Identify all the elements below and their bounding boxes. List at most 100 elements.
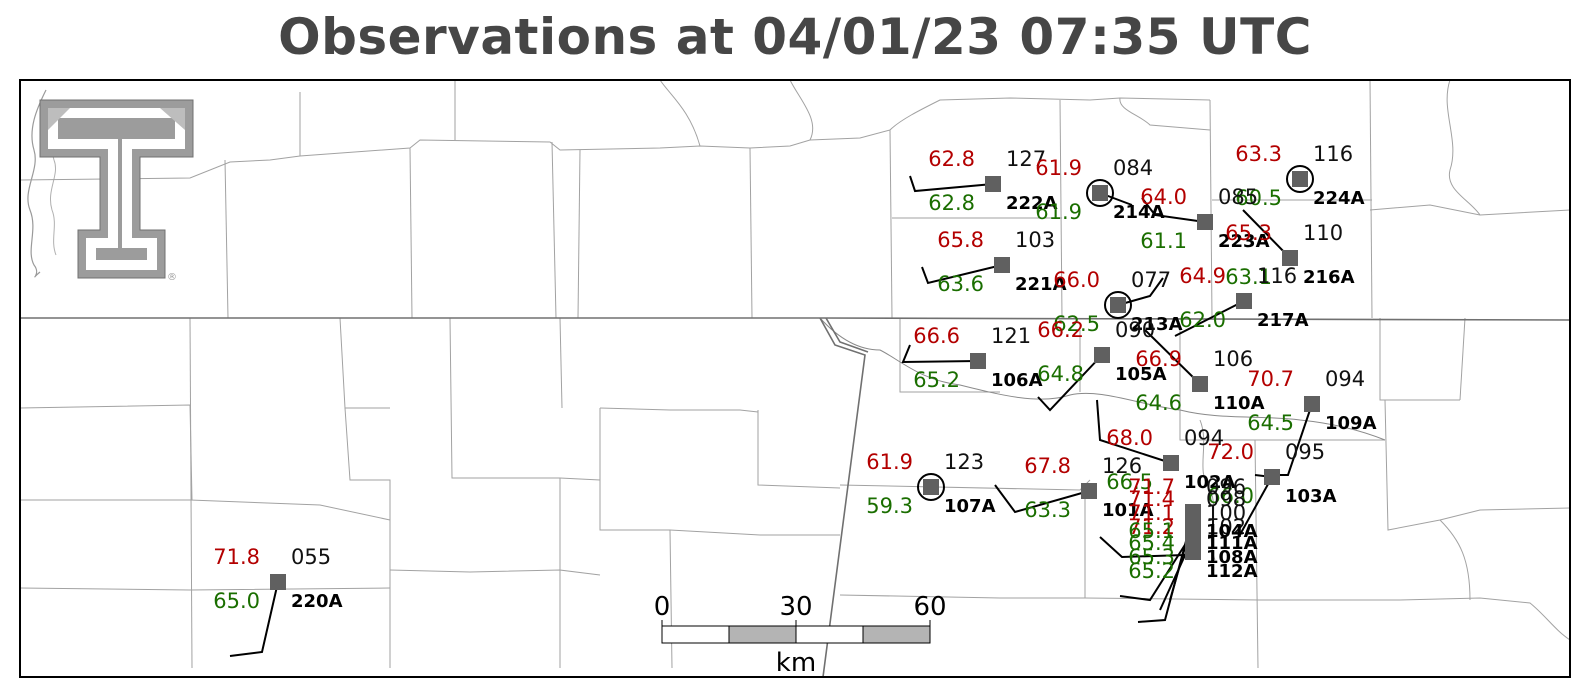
station-id: 110A [1213, 393, 1265, 414]
pressure-value: 096 [1206, 475, 1246, 499]
station-marker [1304, 396, 1320, 412]
station-marker [1163, 455, 1179, 471]
station-105A: 66.2 64.8 090 105A [1037, 318, 1166, 386]
station-106A: 66.6 65.2 121 106A [913, 324, 1042, 392]
temperature-value: 66.6 [913, 324, 960, 348]
station-plots: 62.862.8127222A61.961.9084214A63.360.511… [213, 142, 1376, 613]
station-109A: 70.7 64.5 094 109A [1247, 367, 1376, 435]
dewpoint-value: 65.1 [1128, 519, 1175, 543]
scale-unit: km [776, 648, 816, 678]
dewpoint-value: 65.4 [1128, 531, 1175, 555]
station-marker [1236, 293, 1252, 309]
station-222A: 62.8 62.8 127 222A [928, 147, 1057, 215]
state-boundaries [20, 317, 1570, 677]
temperature-value: 63.3 [1235, 142, 1282, 166]
station-marker [923, 479, 939, 495]
calm-wind-circle [1104, 291, 1132, 319]
temperature-value: 66.9 [1135, 347, 1182, 371]
station-id: 106A [991, 370, 1043, 391]
dewpoint-value: 66.5 [1106, 470, 1153, 494]
station-104A: 71.7 65.1 096 104A [1128, 475, 1257, 543]
station-marker [1092, 185, 1108, 201]
pressure-value: 085 [1218, 185, 1258, 209]
temperature-value: 62.8 [928, 147, 975, 171]
temperature-value: 68.0 [1106, 426, 1153, 450]
station-id: 222A [1006, 193, 1058, 214]
pressure-value: 126 [1102, 454, 1142, 478]
station-111A: 71.4 65.4 098 111A [1128, 487, 1257, 555]
station-marker [1185, 544, 1201, 560]
station-214A: 61.9 61.9 084 214A [1035, 156, 1164, 224]
dewpoint-value: 61.1 [1140, 229, 1187, 253]
station-marker [1292, 171, 1308, 187]
scale-tick-60: 60 [913, 592, 946, 622]
pressure-value: 127 [1006, 147, 1046, 171]
dewpoint-value: 63.6 [937, 272, 984, 296]
station-id: 101A [1102, 500, 1154, 521]
station-marker [1185, 504, 1201, 520]
station-marker [1282, 250, 1298, 266]
temperature-value: 71.2 [1128, 515, 1175, 539]
dewpoint-value: 65.0 [213, 589, 260, 613]
station-marker [970, 353, 986, 369]
station-id: 102A [1184, 472, 1236, 493]
station-id: 213A [1131, 314, 1183, 335]
station-id: 217A [1257, 310, 1309, 331]
pressure-value: 100 [1206, 501, 1246, 525]
temperature-value: 65.8 [937, 228, 984, 252]
pressure-value: 095 [1285, 440, 1325, 464]
station-id: 221A [1015, 274, 1067, 295]
temperature-value: 71.4 [1128, 487, 1175, 511]
station-id: 214A [1113, 202, 1165, 223]
station-110A: 66.9 64.6 106 110A [1135, 347, 1264, 415]
temperature-value: 66.2 [1037, 318, 1084, 342]
station-id: 108A [1206, 547, 1258, 568]
dewpoint-value: 64.5 [1247, 411, 1294, 435]
dewpoint-value: 64.8 [1037, 362, 1084, 386]
station-224A: 63.3 60.5 116 224A [1235, 142, 1364, 210]
station-marker [1185, 530, 1201, 546]
station-112A: 71.2 65.2 102 112A [1128, 515, 1257, 583]
calm-wind-circle [1086, 179, 1114, 207]
registered-mark: ® [167, 272, 177, 283]
dewpoint-value: 64.6 [1135, 391, 1182, 415]
calm-wind-circle [1286, 165, 1314, 193]
station-id: 103A [1285, 486, 1337, 507]
map-background [20, 80, 1570, 677]
temperature-value: 64.0 [1140, 185, 1187, 209]
pressure-value: 090 [1115, 318, 1155, 342]
temperature-value: 61.9 [866, 450, 913, 474]
temperature-value: 67.8 [1024, 454, 1071, 478]
temperature-value: 71.8 [213, 545, 260, 569]
temperature-value: 72.0 [1207, 440, 1254, 464]
dewpoint-value: 62.0 [1179, 308, 1226, 332]
station-216A: 65.3 63.1 110 216A [1225, 221, 1354, 289]
station-id: 112A [1206, 561, 1258, 582]
map-title: Observations at 04/01/23 07:35 UTC [278, 8, 1312, 66]
station-id: 220A [291, 591, 343, 612]
station-id: 224A [1313, 188, 1365, 209]
station-id: 109A [1325, 413, 1377, 434]
station-marker [1192, 376, 1208, 392]
pressure-value: 106 [1213, 347, 1253, 371]
scale-bar: 0 30 60 km [654, 592, 947, 678]
station-108A: 71.1 65.3 100 108A [1128, 501, 1257, 569]
dewpoint-value: 60.5 [1235, 186, 1282, 210]
station-id: 111A [1206, 533, 1258, 554]
pressure-value: 116 [1313, 142, 1353, 166]
station-marker [1197, 214, 1213, 230]
pressure-value: 110 [1303, 221, 1343, 245]
station-217A: 64.9 62.0 116 217A [1179, 264, 1308, 332]
station-marker [1081, 483, 1097, 499]
station-marker [270, 574, 286, 590]
station-marker [1094, 347, 1110, 363]
temperature-value: 71.1 [1128, 501, 1175, 525]
temperature-value: 61.9 [1035, 156, 1082, 180]
station-marker [985, 176, 1001, 192]
dewpoint-value: 65.2 [1128, 559, 1175, 583]
temperature-value: 65.3 [1225, 221, 1272, 245]
map-frame [19, 79, 1571, 678]
dewpoint-value: 65.3 [1128, 545, 1175, 569]
station-id: 223A [1218, 231, 1270, 252]
station-id: 107A [944, 496, 996, 517]
